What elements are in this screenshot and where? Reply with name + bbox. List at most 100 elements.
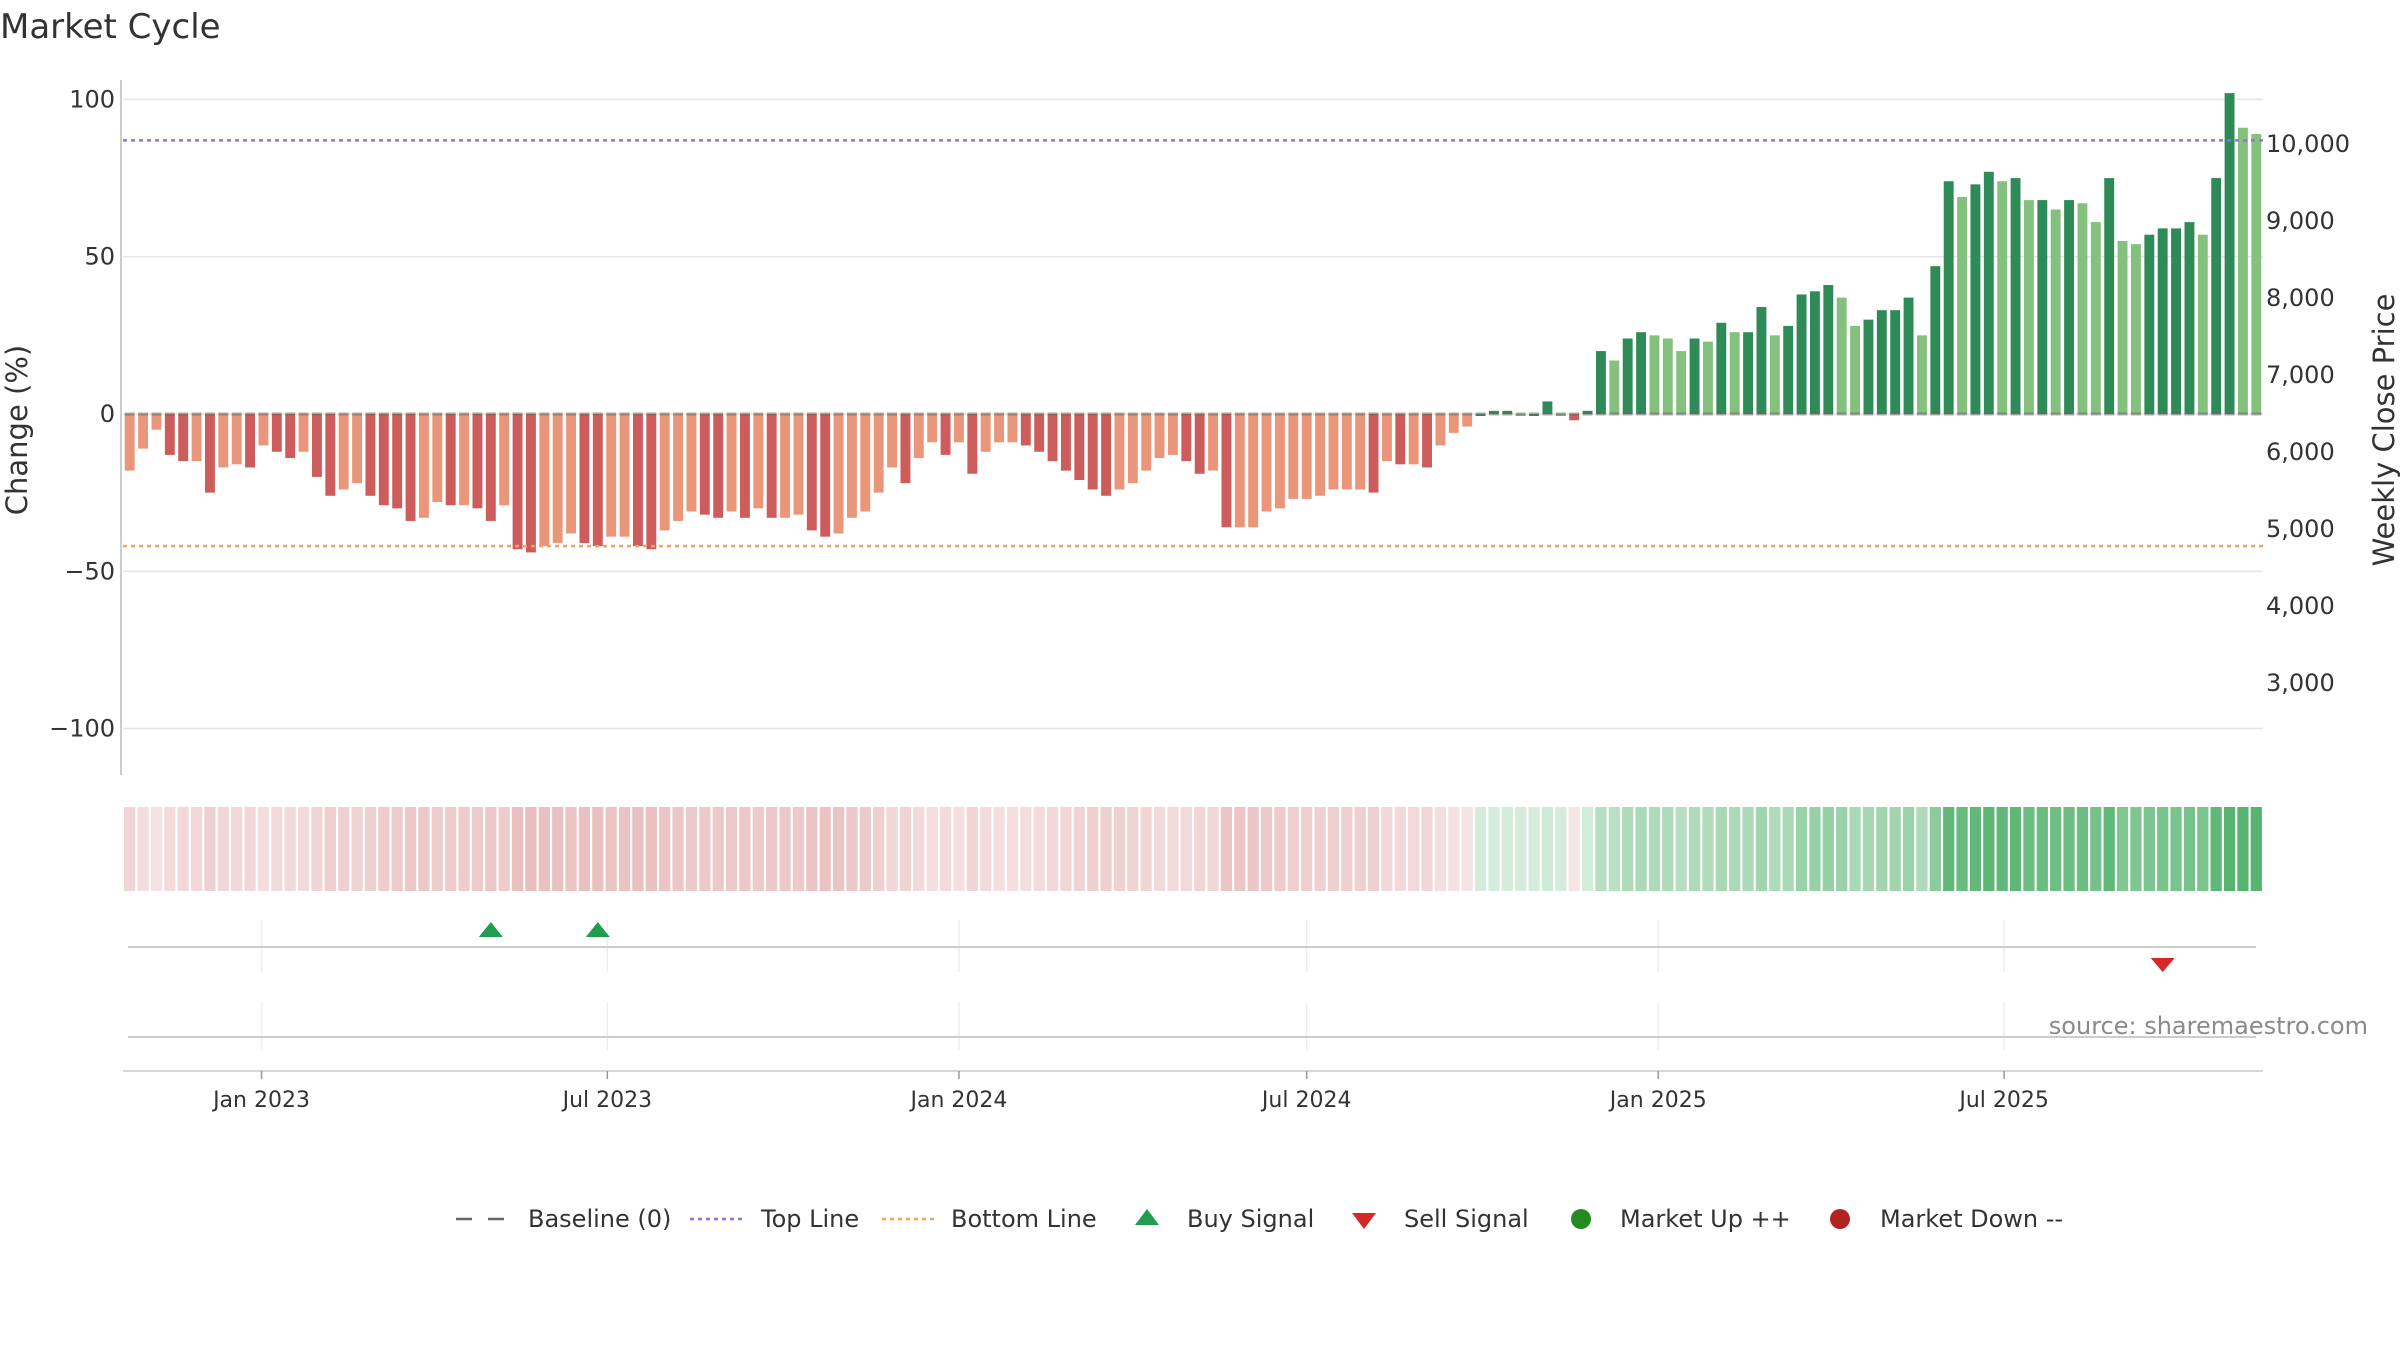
heat-cell bbox=[471, 807, 484, 891]
x-tick-label: Jul 2023 bbox=[561, 1088, 653, 1113]
baseline-segment bbox=[2224, 412, 2235, 416]
heat-cell bbox=[538, 807, 550, 891]
legend-label: Buy Signal bbox=[1187, 1205, 1314, 1233]
change-bar bbox=[2224, 93, 2235, 414]
baseline-segment bbox=[739, 412, 750, 416]
baseline-segment bbox=[311, 412, 322, 416]
heat-cell bbox=[244, 807, 256, 891]
y-tick-label: 0 bbox=[100, 400, 115, 428]
baseline-segment bbox=[846, 412, 857, 416]
change-bar bbox=[1542, 401, 1553, 414]
change-bar bbox=[1020, 413, 1031, 446]
change-bar bbox=[311, 413, 322, 477]
baseline-segment bbox=[1542, 412, 1553, 416]
heat-cell bbox=[1247, 807, 1259, 891]
change-bar bbox=[1341, 413, 1352, 490]
baseline-segment bbox=[124, 412, 135, 416]
heat-cell bbox=[2116, 807, 2129, 891]
change-bar bbox=[1943, 181, 1954, 414]
baseline-segment bbox=[1301, 412, 1312, 416]
change-bar bbox=[539, 413, 550, 547]
heat-cell bbox=[2076, 807, 2089, 891]
baseline-segment bbox=[833, 412, 844, 416]
heat-cell bbox=[2197, 807, 2209, 891]
baseline-segment bbox=[699, 412, 710, 416]
buy-signal-legend: Buy Signal bbox=[1135, 1205, 1314, 1233]
heat-cell bbox=[485, 807, 497, 891]
baseline-segment bbox=[980, 412, 991, 416]
heat-cell bbox=[552, 807, 564, 891]
change-bar bbox=[1181, 413, 1192, 462]
baseline-segment bbox=[231, 412, 242, 416]
change-bar bbox=[525, 413, 536, 553]
x-tick-label: Jan 2023 bbox=[211, 1088, 310, 1113]
baseline-segment bbox=[1769, 412, 1780, 416]
baseline-segment bbox=[726, 412, 737, 416]
baseline-segment bbox=[432, 412, 443, 416]
change-bar bbox=[900, 413, 911, 484]
x-axis: Jan 2023 Jul 2023 Jan 2024 Jul 2024 Jan 2025… bbox=[123, 1070, 2263, 1113]
heat-cell bbox=[2050, 807, 2062, 891]
heat-cell bbox=[1862, 807, 1875, 891]
heat-cell bbox=[1301, 807, 1313, 891]
legend: Baseline (0) Top Line Bottom Line Buy Signa… bbox=[456, 1205, 2063, 1233]
y2-tick-label: 9,000 bbox=[2266, 207, 2335, 235]
heat-cell bbox=[1916, 807, 1928, 891]
baseline-segment bbox=[1783, 412, 1794, 416]
heat-cell bbox=[511, 807, 524, 891]
legend-label: Bottom Line bbox=[951, 1205, 1097, 1233]
heat-cell bbox=[271, 807, 283, 891]
heat-cell bbox=[1153, 807, 1166, 891]
baseline-segment bbox=[1957, 412, 1968, 416]
baseline-segment bbox=[338, 412, 349, 416]
change-bar bbox=[2130, 244, 2141, 414]
heat-cell bbox=[1234, 807, 1246, 891]
y2-tick-label: 7,000 bbox=[2266, 361, 2335, 389]
heat-cell bbox=[966, 807, 978, 891]
heat-cell bbox=[645, 807, 657, 891]
legend-circle-symbol bbox=[1571, 1209, 1591, 1229]
heat-cell bbox=[137, 807, 149, 891]
baseline-segment bbox=[178, 412, 189, 416]
change-bar bbox=[285, 413, 296, 459]
change-bar bbox=[1101, 413, 1112, 496]
heat-cell bbox=[2143, 807, 2155, 891]
baseline-segment bbox=[325, 412, 336, 416]
change-bar bbox=[1783, 325, 1794, 414]
heat-cell bbox=[725, 807, 738, 891]
change-bar bbox=[2104, 178, 2115, 414]
heat-cell bbox=[886, 807, 898, 891]
baseline-segment bbox=[1850, 412, 1861, 416]
y2-tick-label: 6,000 bbox=[2266, 438, 2335, 466]
change-bar bbox=[659, 413, 670, 531]
change-bar bbox=[673, 413, 684, 521]
heat-cell bbox=[150, 807, 163, 891]
change-bar bbox=[1127, 413, 1138, 484]
baseline-segment bbox=[1208, 412, 1219, 416]
heat-cell bbox=[1260, 807, 1273, 891]
baseline-segment bbox=[1716, 412, 1727, 416]
y2-tick-label: 10,000 bbox=[2266, 130, 2350, 158]
heat-cell bbox=[2223, 807, 2236, 891]
heat-cell bbox=[1194, 807, 1206, 891]
baseline-segment bbox=[191, 412, 202, 416]
baseline-segment bbox=[927, 412, 938, 416]
heat-cell bbox=[1889, 807, 1901, 891]
heat-cell bbox=[2090, 807, 2102, 891]
change-bar bbox=[1903, 297, 1914, 414]
change-bar bbox=[1957, 196, 1968, 414]
change-bar bbox=[713, 413, 724, 518]
legend-label: Baseline (0) bbox=[528, 1205, 671, 1233]
heat-cell bbox=[1595, 807, 1607, 891]
baseline-segment bbox=[258, 412, 269, 416]
heat-cell bbox=[2130, 807, 2142, 891]
heat-cell bbox=[766, 807, 778, 891]
heat-cell bbox=[1742, 807, 1754, 891]
change-bar bbox=[1395, 413, 1406, 465]
baseline-segment bbox=[1796, 412, 1807, 416]
baseline-segment bbox=[592, 412, 603, 416]
heat-cell bbox=[605, 807, 617, 891]
heat-cell bbox=[1568, 807, 1580, 891]
baseline-segment bbox=[1743, 412, 1754, 416]
change-bar bbox=[392, 413, 403, 509]
